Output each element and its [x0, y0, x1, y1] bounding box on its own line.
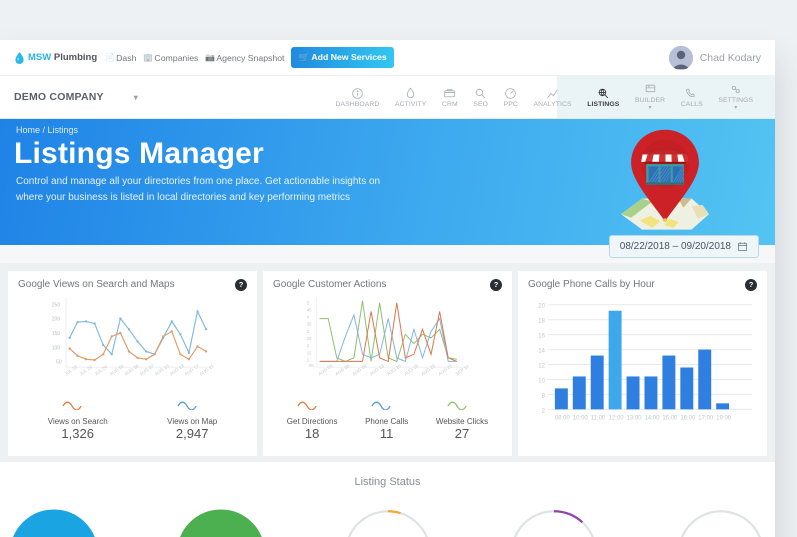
svg-text:11:00: 11:00 — [591, 415, 606, 421]
svg-text:19:00: 19:00 — [716, 415, 732, 421]
svg-text:18: 18 — [538, 319, 545, 325]
svg-text:45: 45 — [307, 307, 312, 312]
svg-text:JUL 29: JUL 29 — [94, 364, 109, 376]
svg-text:1: 1 — [307, 357, 310, 362]
svg-text:AUG 03: AUG 03 — [317, 363, 333, 377]
svg-text:AUG 13: AUG 13 — [169, 363, 185, 377]
svg-text:250: 250 — [52, 302, 61, 308]
svg-text:16:00: 16:00 — [680, 415, 696, 421]
svg-text:08:00: 08:00 — [555, 415, 571, 421]
svg-text:15: 15 — [307, 350, 312, 355]
svg-text:12:00: 12:00 — [609, 415, 625, 421]
svg-text:100: 100 — [52, 345, 61, 351]
svg-text:50: 50 — [56, 360, 62, 366]
svg-text:AUG 06: AUG 06 — [334, 363, 350, 377]
svg-text:10:00: 10:00 — [573, 415, 589, 421]
svg-text:5: 5 — [307, 300, 310, 305]
svg-text:17:00: 17:00 — [698, 415, 714, 421]
svg-text:AUG 13: AUG 13 — [369, 363, 385, 377]
svg-text:AUG 17: AUG 17 — [184, 363, 200, 377]
svg-text:AUG 19: AUG 19 — [403, 363, 419, 377]
svg-text:16: 16 — [538, 334, 545, 340]
svg-text:35: 35 — [307, 322, 312, 327]
svg-text:14: 14 — [538, 349, 545, 355]
svg-text:4: 4 — [307, 315, 310, 320]
svg-text:05: 05 — [309, 363, 314, 368]
svg-text:20: 20 — [538, 304, 545, 310]
svg-text:AUG 16: AUG 16 — [386, 363, 402, 377]
svg-text:12: 12 — [538, 364, 545, 370]
svg-text:15:00: 15:00 — [662, 415, 678, 421]
svg-text:8: 8 — [542, 393, 546, 399]
svg-text:AUG 21: AUG 21 — [199, 363, 215, 377]
svg-text:150: 150 — [52, 331, 61, 337]
svg-text:10: 10 — [538, 378, 545, 384]
svg-text:SEP 14: SEP 14 — [454, 363, 470, 376]
svg-text:2: 2 — [542, 408, 546, 414]
svg-text:AUG 04: AUG 04 — [124, 363, 140, 377]
svg-text:3: 3 — [307, 329, 310, 334]
svg-text:14:00: 14:00 — [644, 415, 660, 421]
svg-text:13:00: 13:00 — [627, 415, 643, 421]
svg-text:JUL 26: JUL 26 — [79, 364, 94, 376]
svg-text:25: 25 — [307, 336, 312, 341]
svg-text:AUG 10: AUG 10 — [154, 363, 170, 377]
svg-text:200: 200 — [52, 317, 61, 323]
svg-text:AUG 23: AUG 23 — [420, 363, 436, 377]
svg-text:2: 2 — [307, 343, 310, 348]
svg-text:AUG 26: AUG 26 — [437, 363, 453, 377]
svg-text:AUG 07: AUG 07 — [139, 363, 155, 377]
svg-text:AUG 01: AUG 01 — [109, 363, 125, 377]
svg-text:AUG 09: AUG 09 — [352, 363, 368, 377]
